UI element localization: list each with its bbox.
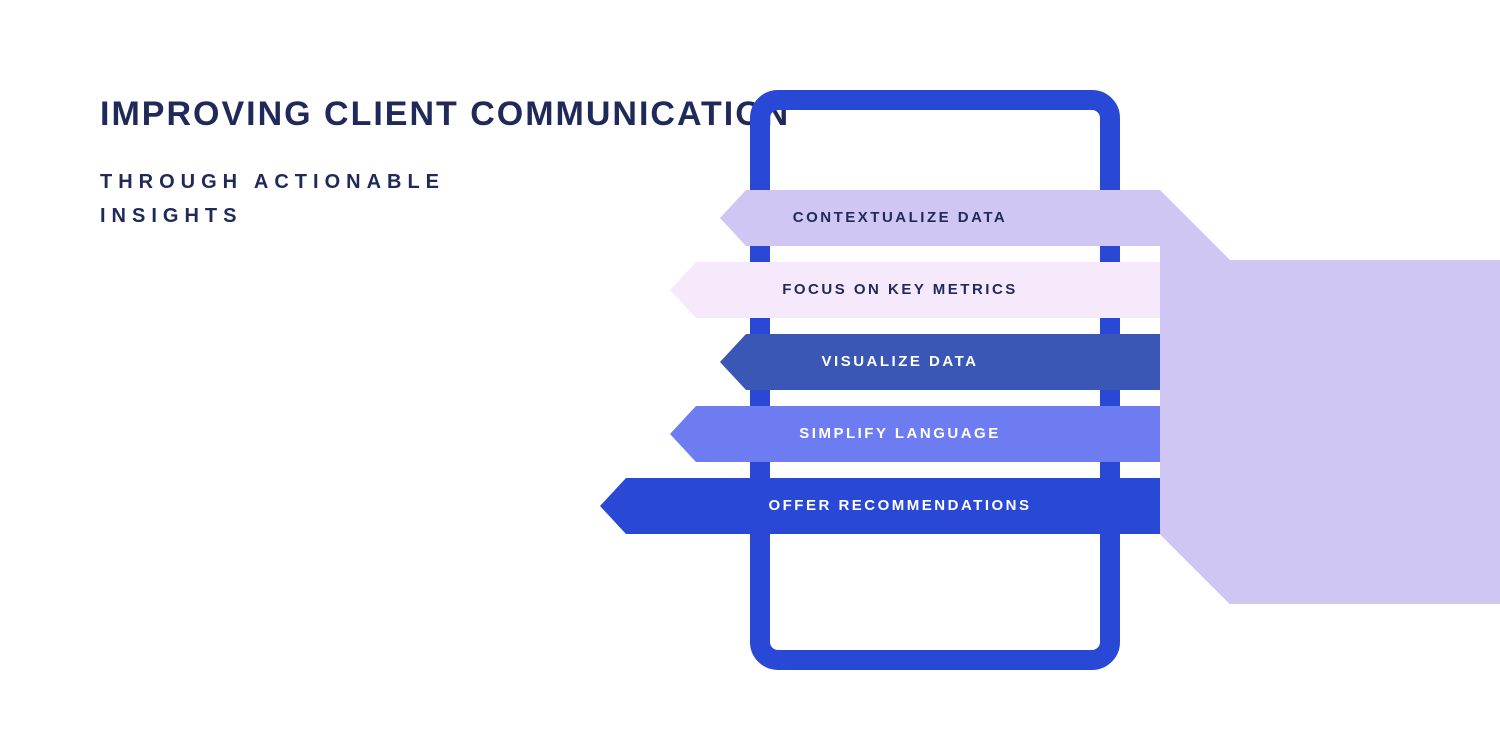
- band-label: VISUALIZE DATA: [822, 353, 979, 370]
- diagram-svg: CONTEXTUALIZE DATA FOCUS ON KEY METRICS VI…: [0, 0, 1500, 750]
- band-tails: [1160, 190, 1500, 604]
- band-label: OFFER RECOMMENDATIONS: [768, 497, 1031, 514]
- band-label: CONTEXTUALIZE DATA: [793, 209, 1007, 226]
- band-label: SIMPLIFY LANGUAGE: [799, 425, 1000, 442]
- band-tail: [1160, 190, 1500, 604]
- bands: CONTEXTUALIZE DATA FOCUS ON KEY METRICS VI…: [600, 190, 1160, 534]
- infographic-stage: IMPROVING CLIENT COMMUNICATION THROUGH A…: [0, 0, 1500, 750]
- band-label: FOCUS ON KEY METRICS: [782, 281, 1018, 298]
